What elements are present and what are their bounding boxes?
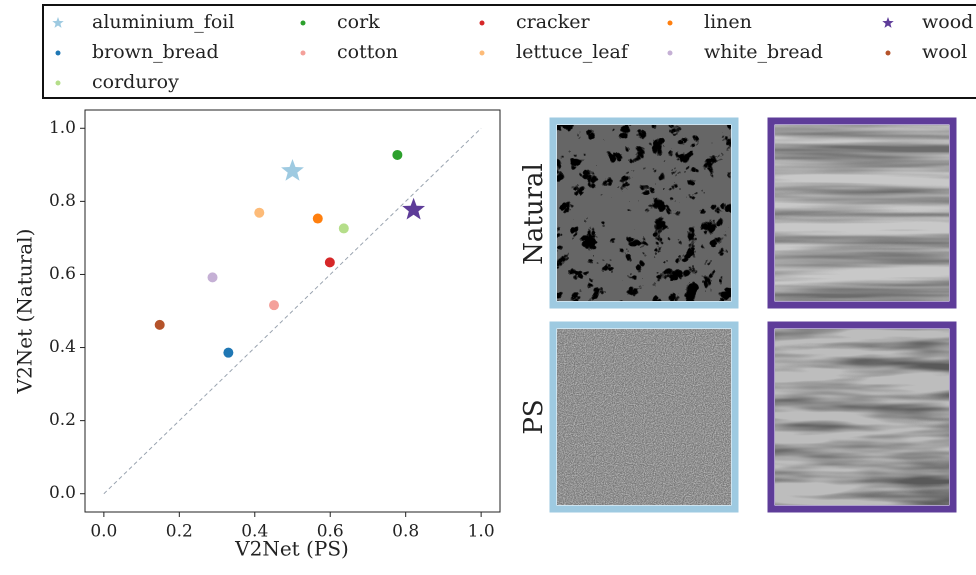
legend-marker [667,20,673,26]
legend-marker [667,50,673,56]
plot-area [84,109,501,513]
x-tick-label: 0.4 [241,522,268,542]
legend-label: cotton [337,41,398,63]
legend-label: cork [337,11,380,33]
point [254,207,265,218]
legend-marker [885,50,891,56]
legend-marker [55,80,61,86]
y-tick-label: 0.8 [49,191,76,211]
y-tick-label: 0.4 [49,337,76,357]
row-label: Natural [519,163,549,265]
legend-marker [479,50,485,56]
legend-marker [300,20,306,26]
texture-image [557,125,731,301]
texture-image [557,329,731,505]
point [223,347,234,358]
row-label: PS [519,399,549,434]
legend-label: cracker [516,11,590,33]
x-tick-label: 1.0 [468,522,495,542]
y-tick-label: 0.0 [49,483,76,503]
legend-marker [882,17,894,28]
legend-box [42,4,976,99]
image-panels: Natural PS [519,117,957,513]
point [402,197,426,220]
point [312,213,323,224]
point [269,300,280,311]
y-axis-label: V2Net (Natural) [13,229,37,395]
legend-marker [479,20,485,26]
legend-label: brown_bread [92,41,219,63]
point [281,159,304,181]
x-tick-label: 0.6 [317,522,344,542]
y-tick-label: 0.6 [49,264,76,284]
y-tick-label: 1.0 [49,118,76,138]
legend-label: linen [704,11,752,33]
point [207,272,218,283]
legend-marker [52,17,64,28]
legend-marker [300,50,306,56]
legend-label: lettuce_leaf [516,41,630,63]
point [338,223,349,234]
x-tick-label: 0.2 [166,522,193,542]
texture-image [775,125,949,301]
y-tick-label: 0.2 [49,410,76,430]
legend-marker [55,50,61,56]
legend-label: aluminium_foil [92,11,234,33]
legend-label: white_bread [704,41,823,63]
x-tick-label: 0.8 [392,522,419,542]
legend-label: wood [922,11,973,33]
texture-image [775,329,949,505]
point [392,149,403,160]
point [324,257,335,268]
legend-label: wool [922,41,967,63]
identity-line [103,127,482,495]
x-tick-label: 0.0 [90,522,117,542]
legend-label: corduroy [92,71,179,93]
x-axis-label: V2Net (PS) [234,537,349,561]
point [154,319,165,330]
